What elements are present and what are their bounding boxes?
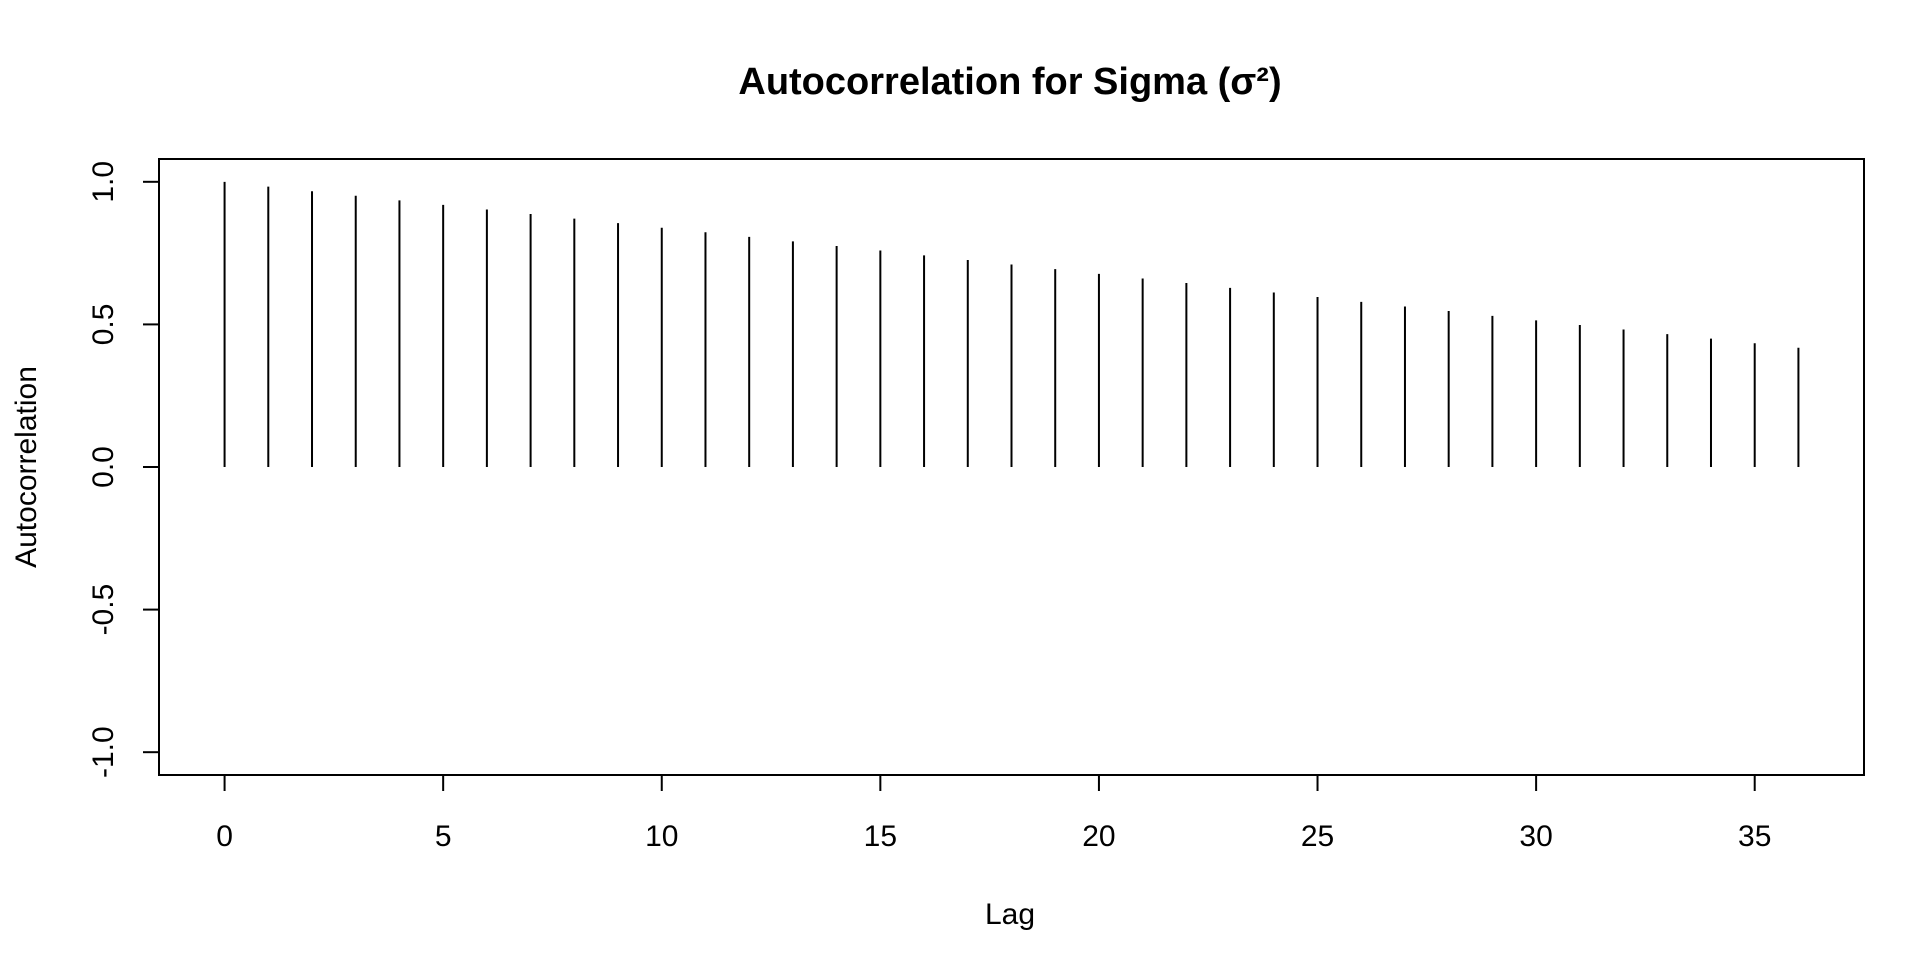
x-tick-label: 30 xyxy=(1519,820,1552,853)
x-tick-label: 35 xyxy=(1738,820,1771,853)
y-tick-label: -1.0 xyxy=(87,726,120,778)
x-tick-label: 5 xyxy=(435,820,452,853)
y-tick-label: -0.5 xyxy=(87,584,120,636)
y-axis: -1.0 -0.5 0.0 0.5 1.0 xyxy=(87,161,160,778)
x-axis-label: Lag xyxy=(985,898,1035,931)
x-tick-label: 15 xyxy=(864,820,897,853)
y-tick-label: 0.5 xyxy=(87,304,120,346)
chart-title: Autocorrelation for Sigma (σ²) xyxy=(738,61,1281,103)
y-tick-label: 1.0 xyxy=(87,161,120,203)
x-tick-label: 25 xyxy=(1301,820,1334,853)
x-axis: 0 5 10 15 20 25 30 35 xyxy=(216,774,1771,853)
x-tick-label: 10 xyxy=(645,820,678,853)
y-tick-label: 0.0 xyxy=(87,446,120,488)
x-tick-label: 20 xyxy=(1082,820,1115,853)
y-axis-label: Autocorrelation xyxy=(10,366,43,568)
acf-bars xyxy=(223,181,1800,467)
x-tick-label: 0 xyxy=(216,820,233,853)
